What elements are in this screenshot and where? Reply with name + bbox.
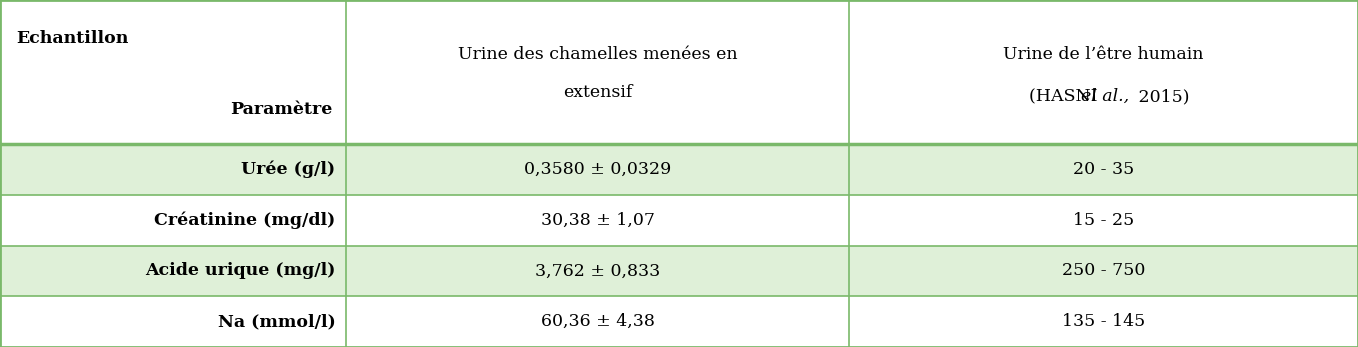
Text: Créatinine (mg/dl): Créatinine (mg/dl) xyxy=(155,211,335,229)
Bar xyxy=(0,246,1358,296)
Text: Paramètre: Paramètre xyxy=(231,101,333,118)
Text: 135 - 145: 135 - 145 xyxy=(1062,313,1145,330)
Bar xyxy=(0,195,1358,246)
Text: Urée (g/l): Urée (g/l) xyxy=(242,161,335,178)
Text: 3,762 ± 0,833: 3,762 ± 0,833 xyxy=(535,262,660,279)
Bar xyxy=(0,144,1358,195)
Bar xyxy=(0,296,1358,347)
Text: extensif: extensif xyxy=(562,84,633,101)
Text: (HASNI: (HASNI xyxy=(1029,88,1103,105)
Text: Urine des chamelles menées en: Urine des chamelles menées en xyxy=(458,46,737,63)
Bar xyxy=(0,0,1358,144)
Text: Echantillon: Echantillon xyxy=(16,31,129,48)
Text: Na (mmol/l): Na (mmol/l) xyxy=(217,313,335,330)
Text: el al.,: el al., xyxy=(1081,88,1128,105)
Text: 30,38 ± 1,07: 30,38 ± 1,07 xyxy=(540,212,655,229)
Text: 250 - 750: 250 - 750 xyxy=(1062,262,1145,279)
Text: Acide urique (mg/l): Acide urique (mg/l) xyxy=(145,262,335,279)
Text: 60,36 ± 4,38: 60,36 ± 4,38 xyxy=(540,313,655,330)
Text: 0,3580 ± 0,0329: 0,3580 ± 0,0329 xyxy=(524,161,671,178)
Text: 15 - 25: 15 - 25 xyxy=(1073,212,1134,229)
Text: 2015): 2015) xyxy=(1133,88,1190,105)
Text: 20 - 35: 20 - 35 xyxy=(1073,161,1134,178)
Text: Urine de l’être humain: Urine de l’être humain xyxy=(1004,46,1203,63)
